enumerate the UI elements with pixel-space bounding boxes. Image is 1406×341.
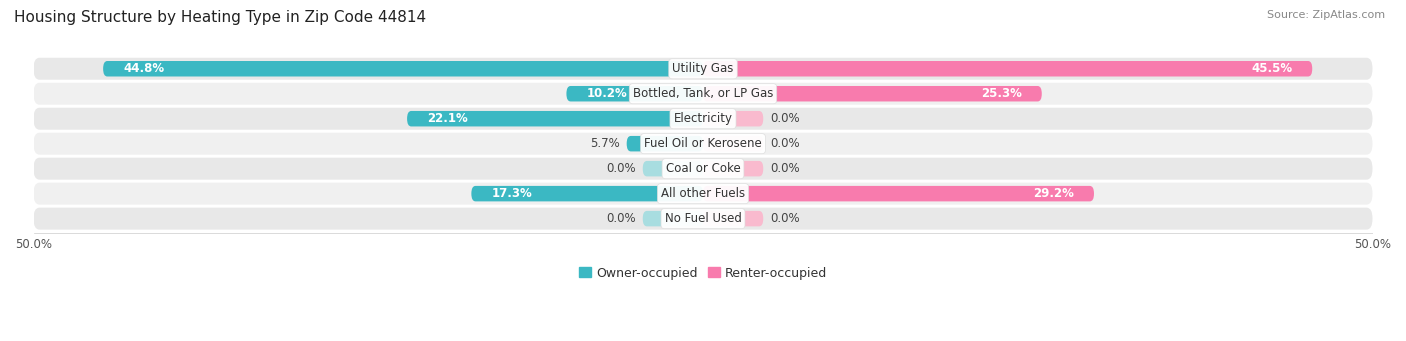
FancyBboxPatch shape [703, 86, 1042, 102]
Text: No Fuel Used: No Fuel Used [665, 212, 741, 225]
Text: 0.0%: 0.0% [770, 137, 800, 150]
FancyBboxPatch shape [703, 136, 763, 151]
Text: Electricity: Electricity [673, 112, 733, 125]
Text: 45.5%: 45.5% [1251, 62, 1292, 75]
Text: Bottled, Tank, or LP Gas: Bottled, Tank, or LP Gas [633, 87, 773, 100]
Text: 0.0%: 0.0% [770, 212, 800, 225]
FancyBboxPatch shape [34, 58, 1372, 80]
Text: 17.3%: 17.3% [492, 187, 533, 200]
FancyBboxPatch shape [408, 111, 703, 127]
Text: 0.0%: 0.0% [770, 162, 800, 175]
Text: 44.8%: 44.8% [124, 62, 165, 75]
Text: 5.7%: 5.7% [591, 137, 620, 150]
FancyBboxPatch shape [471, 186, 703, 202]
FancyBboxPatch shape [34, 158, 1372, 180]
FancyBboxPatch shape [703, 211, 763, 226]
FancyBboxPatch shape [643, 211, 703, 226]
FancyBboxPatch shape [643, 161, 703, 176]
FancyBboxPatch shape [34, 183, 1372, 205]
Legend: Owner-occupied, Renter-occupied: Owner-occupied, Renter-occupied [579, 267, 827, 280]
Text: Housing Structure by Heating Type in Zip Code 44814: Housing Structure by Heating Type in Zip… [14, 10, 426, 25]
FancyBboxPatch shape [703, 111, 763, 127]
Text: 29.2%: 29.2% [1033, 187, 1074, 200]
Text: 0.0%: 0.0% [606, 212, 636, 225]
Text: 22.1%: 22.1% [427, 112, 468, 125]
Text: 0.0%: 0.0% [606, 162, 636, 175]
Text: Coal or Coke: Coal or Coke [665, 162, 741, 175]
FancyBboxPatch shape [627, 136, 703, 151]
FancyBboxPatch shape [703, 186, 1094, 202]
Text: 25.3%: 25.3% [981, 87, 1022, 100]
FancyBboxPatch shape [567, 86, 703, 102]
Text: 0.0%: 0.0% [770, 112, 800, 125]
FancyBboxPatch shape [34, 83, 1372, 105]
Text: Fuel Oil or Kerosene: Fuel Oil or Kerosene [644, 137, 762, 150]
Text: Source: ZipAtlas.com: Source: ZipAtlas.com [1267, 10, 1385, 20]
FancyBboxPatch shape [103, 61, 703, 76]
FancyBboxPatch shape [34, 133, 1372, 155]
Text: All other Fuels: All other Fuels [661, 187, 745, 200]
FancyBboxPatch shape [34, 108, 1372, 130]
Text: 10.2%: 10.2% [586, 87, 627, 100]
Text: Utility Gas: Utility Gas [672, 62, 734, 75]
FancyBboxPatch shape [703, 161, 763, 176]
FancyBboxPatch shape [34, 208, 1372, 229]
FancyBboxPatch shape [703, 61, 1312, 76]
